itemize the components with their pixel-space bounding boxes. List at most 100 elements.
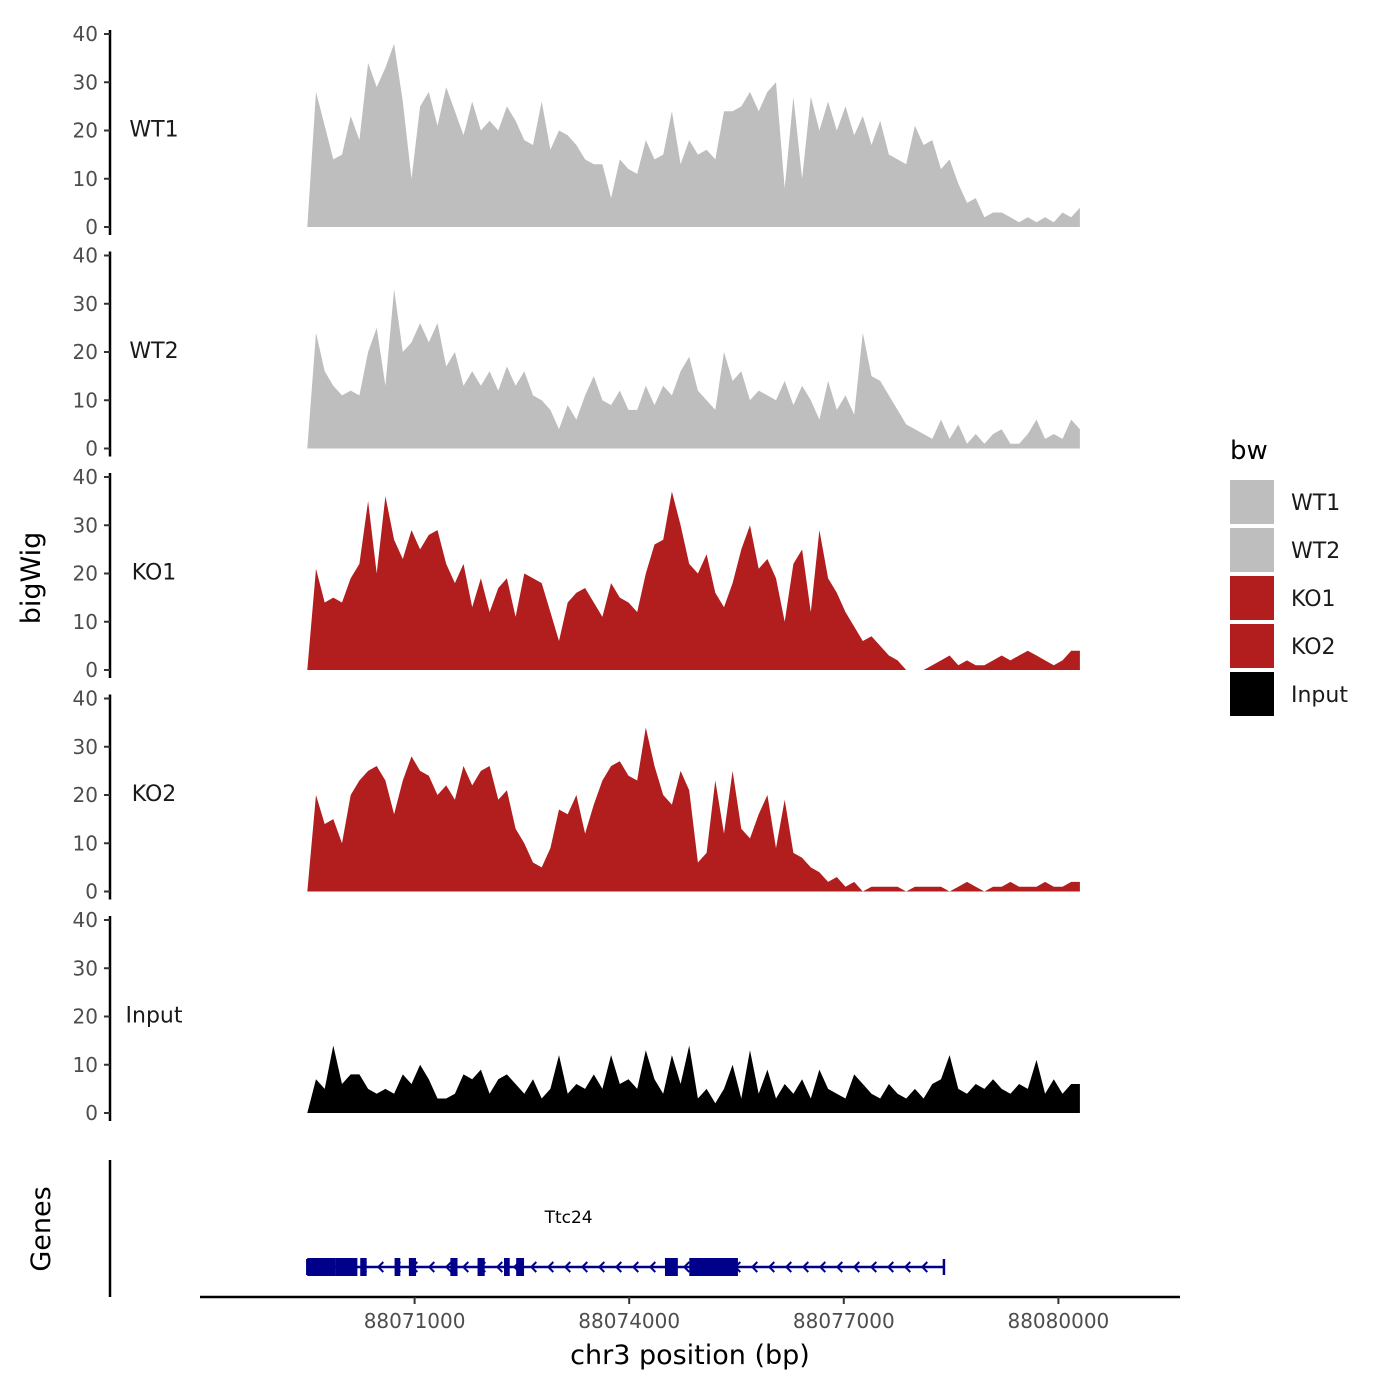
legend-title: bw — [1230, 436, 1268, 466]
x-axis: 88071000 88074000 88077000 88080000 — [200, 1295, 1180, 1333]
gene-exon — [307, 1258, 336, 1276]
y-tick-label: 30 — [73, 513, 98, 537]
track-ko2: 0 10 20 30 40 KO2 — [73, 687, 1080, 904]
y-tick-label: 10 — [73, 610, 98, 634]
strand-arrow — [750, 1261, 759, 1273]
strand-arrow — [563, 1261, 572, 1273]
gene-axis-title: Genes — [26, 1186, 57, 1271]
gene-exon — [360, 1258, 367, 1276]
y-tick-label: 20 — [73, 340, 98, 364]
track-label: WT1 — [129, 117, 178, 142]
gene-exon — [689, 1258, 738, 1276]
track-label: Input — [126, 1003, 183, 1028]
y-tick-label: 30 — [73, 70, 98, 94]
legend-label: Input — [1291, 683, 1348, 708]
x-axis-title: chr3 position (bp) — [570, 1340, 810, 1371]
y-tick-label: 20 — [73, 783, 98, 807]
y-tick-label: 0 — [85, 880, 98, 904]
y-tick-label: 0 — [85, 1101, 98, 1125]
strand-arrow — [444, 1261, 453, 1273]
legend-label: KO1 — [1291, 587, 1336, 612]
x-tick-label: 88077000 — [793, 1309, 895, 1333]
strand-arrow — [784, 1261, 793, 1273]
gene-exon — [516, 1258, 525, 1276]
strand-arrow — [801, 1261, 810, 1273]
strand-arrow — [886, 1261, 895, 1273]
x-tick-label: 88074000 — [578, 1309, 680, 1333]
coverage-area-wt1 — [307, 43, 1080, 228]
legend-label: KO2 — [1291, 635, 1336, 660]
track-input: 0 10 20 30 40 Input — [73, 908, 1080, 1125]
strand-arrow — [903, 1261, 912, 1273]
coverage-tracks: 0 10 20 30 40 WT1 0 10 20 30 40 WT2 0 10 20 30 40 KO1 0 10 2… — [73, 22, 1080, 1125]
y-tick-label: 40 — [73, 244, 98, 268]
gene-track: Genes Ttc24 — [26, 1160, 946, 1297]
y-tick-label: 30 — [73, 292, 98, 316]
y-tick-label: 40 — [73, 465, 98, 489]
y-axis-title: bigWig — [16, 532, 47, 625]
strand-arrow — [461, 1261, 470, 1273]
gene-label: Ttc24 — [544, 1208, 593, 1228]
track-wt1: 0 10 20 30 40 WT1 — [73, 22, 1080, 239]
legend-label: WT1 — [1291, 491, 1340, 516]
coverage-area-ko2 — [307, 727, 1080, 892]
gene-exon — [335, 1258, 358, 1276]
legend-key-wt1 — [1230, 480, 1274, 524]
gene-exon — [394, 1258, 401, 1276]
track-wt2: 0 10 20 30 40 WT2 — [73, 244, 1080, 461]
strand-arrow — [835, 1261, 844, 1273]
legend-key-ko1 — [1230, 576, 1274, 620]
y-tick-label: 0 — [85, 215, 98, 239]
y-tick-label: 10 — [73, 1053, 98, 1077]
strand-arrow — [852, 1261, 861, 1273]
track-label: WT2 — [129, 339, 178, 364]
y-tick-label: 40 — [73, 687, 98, 711]
gene-exon — [477, 1258, 485, 1276]
gene-exon — [450, 1258, 458, 1276]
x-tick-label: 88080000 — [1007, 1309, 1109, 1333]
y-tick-label: 20 — [73, 562, 98, 586]
legend: WT1 WT2 KO1 KO2 Input — [1230, 480, 1348, 716]
legend-key-ko2 — [1230, 624, 1274, 668]
strand-arrow — [682, 1261, 691, 1273]
strand-arrow — [767, 1261, 776, 1273]
y-tick-label: 10 — [73, 831, 98, 855]
legend-label: WT2 — [1291, 539, 1340, 564]
gene-exon — [664, 1258, 678, 1276]
strand-arrow — [869, 1261, 878, 1273]
strand-arrow — [631, 1261, 640, 1273]
legend-key-wt2 — [1230, 528, 1274, 572]
strand-arrow — [614, 1261, 623, 1273]
y-tick-label: 10 — [73, 388, 98, 412]
y-tick-label: 40 — [73, 908, 98, 932]
strand-arrow — [648, 1261, 657, 1273]
coverage-area-wt2 — [307, 289, 1080, 449]
y-tick-label: 0 — [85, 437, 98, 461]
y-tick-label: 30 — [73, 956, 98, 980]
strand-arrow — [818, 1261, 827, 1273]
strand-arrow — [920, 1261, 929, 1273]
y-tick-label: 0 — [85, 658, 98, 682]
track-label: KO2 — [132, 782, 177, 807]
strand-arrow — [427, 1261, 436, 1273]
y-tick-label: 20 — [73, 119, 98, 143]
strand-arrow — [597, 1261, 606, 1273]
gene-ttc24: Ttc24 — [306, 1208, 946, 1276]
strand-arrow — [580, 1261, 589, 1273]
strand-arrow — [495, 1261, 504, 1273]
strand-arrow — [376, 1261, 385, 1273]
x-tick-label: 88071000 — [364, 1309, 466, 1333]
y-tick-label: 20 — [73, 1005, 98, 1029]
y-tick-label: 40 — [73, 22, 98, 46]
y-tick-label: 10 — [73, 167, 98, 191]
gene-exon — [504, 1258, 510, 1276]
track-ko1: 0 10 20 30 40 KO1 — [73, 465, 1080, 682]
strand-arrow — [529, 1261, 538, 1273]
strand-arrow — [546, 1261, 555, 1273]
gene-exon — [408, 1258, 417, 1276]
coverage-area-input — [307, 1045, 1080, 1113]
legend-key-input — [1230, 672, 1274, 716]
y-tick-label: 30 — [73, 735, 98, 759]
coverage-area-ko1 — [307, 491, 1080, 670]
